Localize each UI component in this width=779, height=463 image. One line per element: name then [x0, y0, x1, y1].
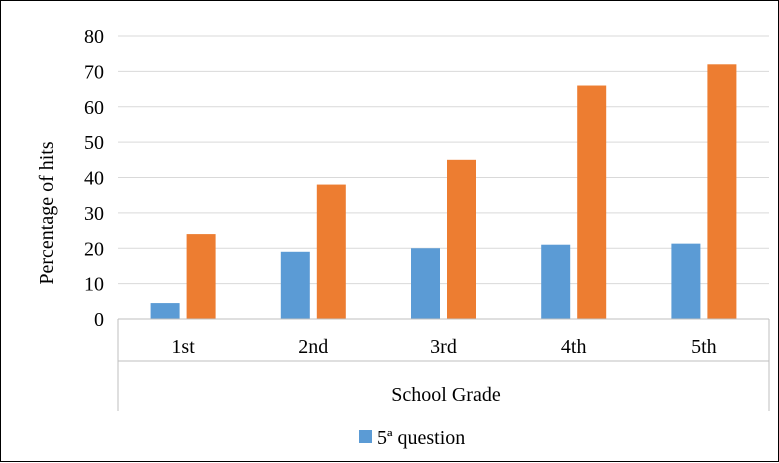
bar-series-2 — [577, 86, 606, 319]
y-tick-label: 80 — [84, 26, 104, 48]
y-tick-label: 60 — [84, 97, 104, 119]
bar-series-1 — [671, 244, 700, 319]
bar-series-2 — [447, 160, 476, 319]
y-tick-label: 0 — [94, 309, 104, 331]
y-tick-label: 10 — [84, 274, 104, 296]
bar-series-2 — [187, 234, 216, 319]
x-tick-label: 5th — [691, 336, 717, 358]
bar-series-1 — [281, 252, 310, 319]
bar-series-1 — [411, 248, 440, 319]
bars — [151, 64, 737, 319]
x-tick-labels: 1st 2nd 3rd 4th 5th — [171, 336, 716, 358]
legend-label-series-1: 5ª question — [377, 427, 465, 449]
x-tick-label: 1st — [171, 336, 195, 358]
legend: 5ª question — [359, 427, 465, 449]
y-tick-label: 20 — [84, 238, 104, 260]
y-tick-label: 40 — [84, 168, 104, 190]
y-tick-label: 70 — [84, 61, 104, 83]
bar-series-1 — [151, 303, 180, 319]
bar-series-1 — [541, 245, 570, 319]
x-tick-label: 2nd — [298, 336, 328, 358]
y-tick-labels: 0 10 20 30 40 50 60 70 80 — [84, 26, 104, 331]
bar-series-2 — [707, 64, 736, 319]
gridlines — [118, 36, 769, 284]
bar-series-2 — [317, 185, 346, 319]
x-axis-title: School Grade — [391, 384, 501, 406]
y-tick-label: 50 — [84, 132, 104, 154]
y-axis-title: Percentage of hits — [36, 141, 58, 284]
legend-swatch-series-1 — [359, 430, 372, 443]
y-tick-label: 30 — [84, 203, 104, 225]
x-tick-label: 3rd — [430, 336, 457, 358]
x-tick-label: 4th — [561, 336, 587, 358]
